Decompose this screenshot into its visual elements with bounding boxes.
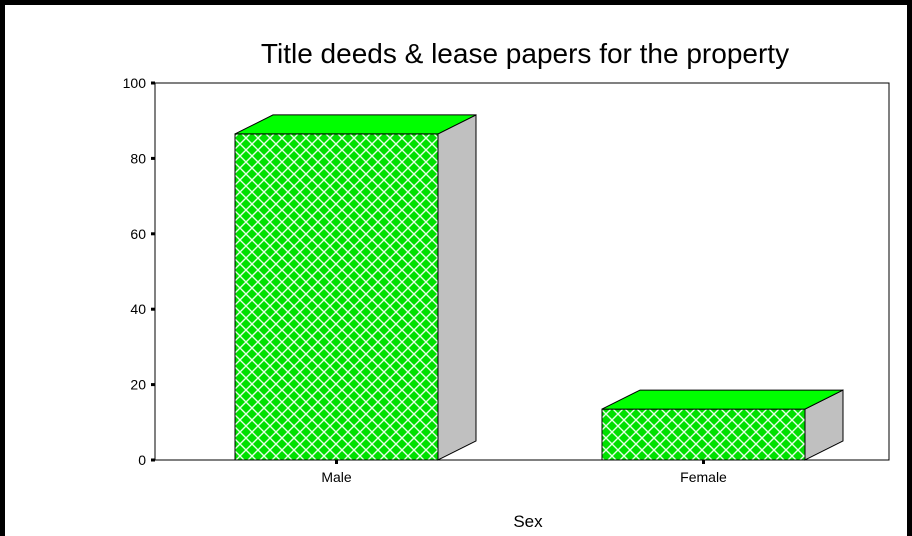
y-tick-mark — [151, 307, 155, 311]
bar-top — [601, 389, 844, 410]
y-tick-mark — [151, 458, 155, 462]
x-tick-label: Female — [680, 469, 727, 485]
chart-title: Title deeds & lease papers for the prope… — [261, 38, 789, 69]
y-tick-label: 20 — [130, 377, 146, 393]
y-tick-label: 80 — [130, 150, 146, 166]
y-tick-label: 40 — [130, 301, 146, 317]
bar-male — [234, 114, 477, 461]
y-tick-label: 100 — [123, 75, 147, 91]
y-tick-mark — [151, 81, 155, 85]
bar-front — [234, 133, 439, 461]
y-tick-mark — [151, 156, 155, 160]
y-tick-label: 0 — [138, 452, 146, 468]
x-axis: Male Female — [321, 460, 727, 485]
x-axis-label: Sex — [513, 512, 543, 531]
x-tick-mark — [335, 460, 338, 464]
plot-area — [154, 82, 890, 461]
y-tick-mark — [151, 232, 155, 236]
x-tick-mark — [702, 460, 705, 464]
bar-front — [601, 408, 806, 461]
y-tick-label: 60 — [130, 226, 146, 242]
y-axis: 0 20 40 60 80 100 — [123, 75, 155, 468]
bar-female — [601, 389, 844, 461]
y-tick-mark — [151, 383, 155, 387]
bar-top — [234, 114, 477, 135]
bar-side — [437, 114, 477, 461]
x-tick-label: Male — [321, 469, 352, 485]
bars-group — [234, 114, 844, 461]
